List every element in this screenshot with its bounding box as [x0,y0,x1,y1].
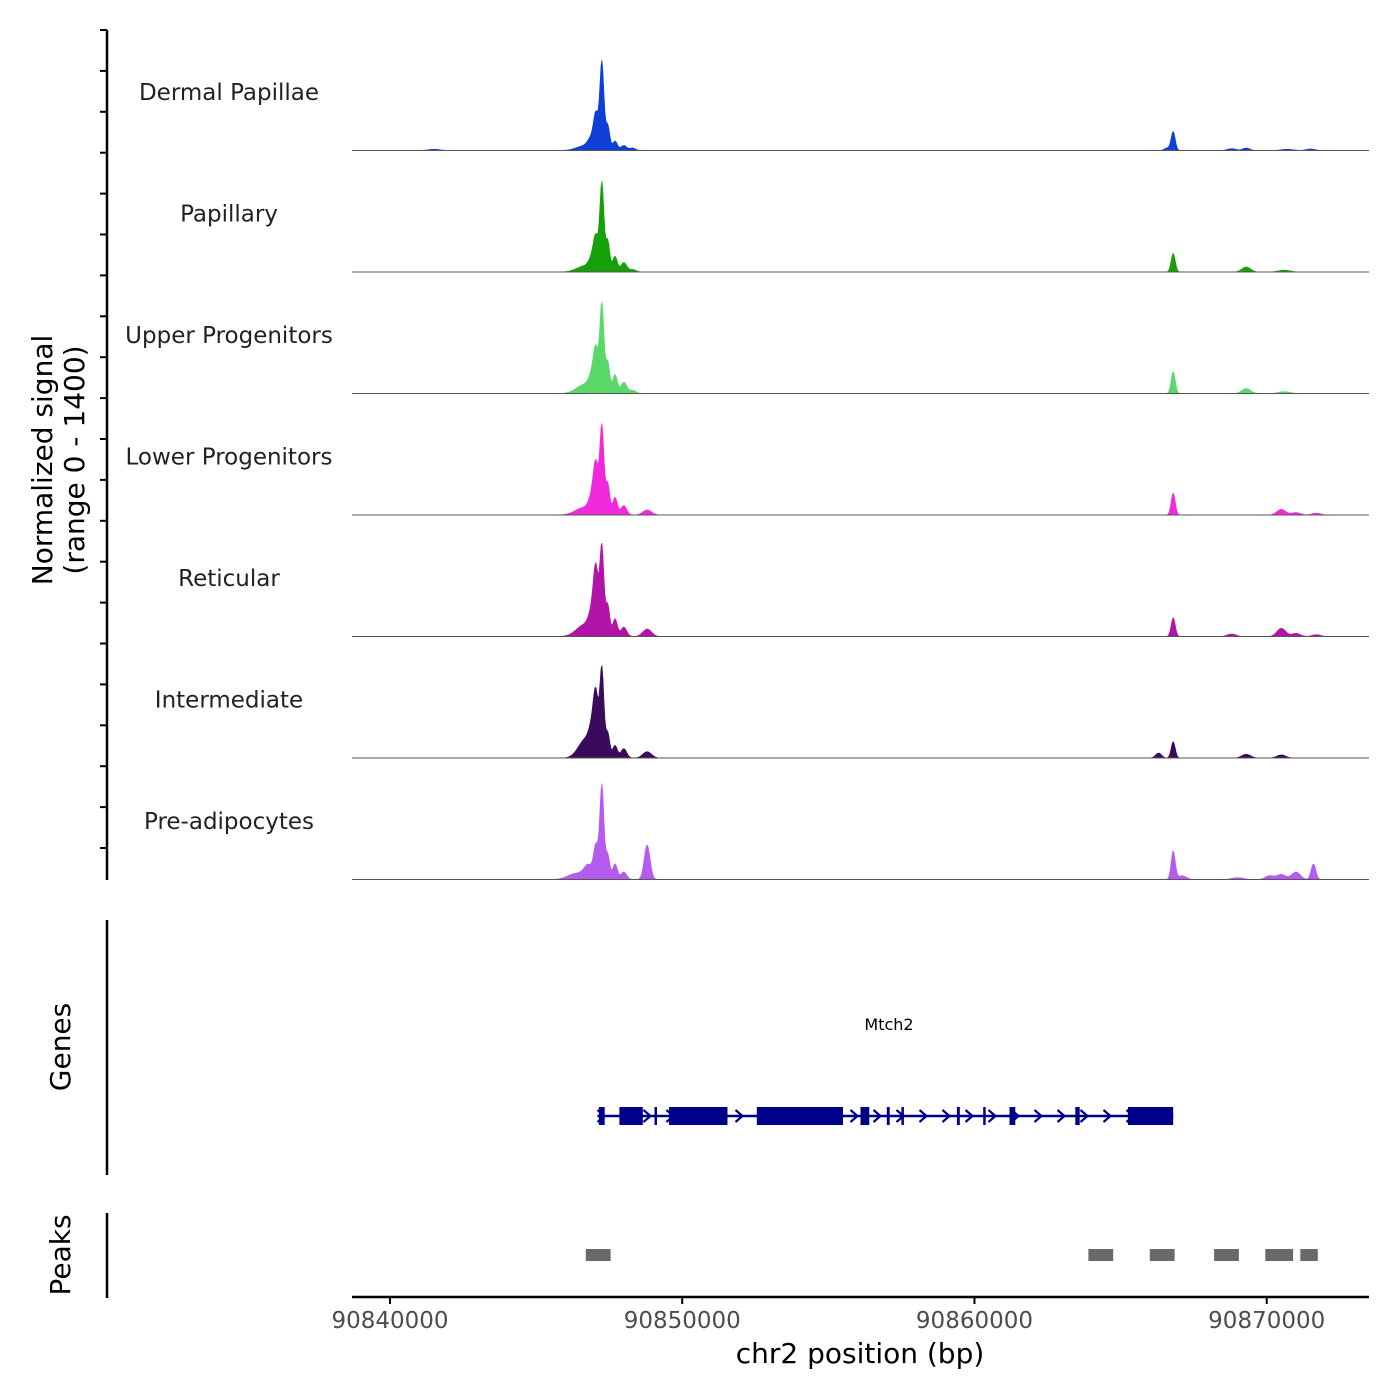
coverage-area [352,542,1369,637]
coverage-tracks: Dermal Papillae Papillary Upper Progenitor… [125,59,1369,880]
strand-arrow [964,1109,975,1123]
peaks-panel-title: Peaks [44,1214,77,1295]
peak-region [585,1249,611,1261]
strand-arrow [1102,1109,1113,1123]
gene-model-mtch2 [596,1107,1174,1125]
gene-exon [654,1107,657,1125]
genes-panel: Genes Mtch2 [44,920,1174,1175]
strand-arrow [734,1109,745,1123]
gene-exon [756,1107,843,1125]
strand-arrow [987,1109,998,1123]
coverage-area [352,301,1369,394]
track-0: Dermal Papillae [139,59,1369,151]
strand-arrow [918,1109,929,1123]
gene-exon [1127,1107,1174,1125]
gene-exon [598,1107,605,1125]
track-label: Dermal Papillae [139,80,319,106]
x-tick-label: 90840000 [331,1308,448,1334]
strand-arrow [941,1109,952,1123]
gene-exon [860,1107,870,1125]
coverage-area [352,665,1369,759]
genes-panel-title: Genes [44,1003,77,1091]
track-1: Papillary [180,180,1369,273]
gene-exon [956,1107,960,1125]
strand-arrow [642,1109,653,1123]
track-label: Upper Progenitors [125,323,333,349]
peak-region [1149,1249,1175,1261]
gene-exon [886,1107,890,1125]
peaks-panel: Peaks [44,1213,1318,1298]
track-6: Pre-adipocytes [144,783,1369,880]
gene-exon [1009,1107,1016,1125]
peak-region [1088,1249,1114,1261]
gene-exon [669,1107,728,1125]
x-axis: 90840000 90850000 90860000 90870000 chr2 po… [331,1295,1369,1370]
x-axis-ticks: 90840000 90850000 90860000 90870000 [331,1297,1325,1334]
coverage-area [352,59,1369,151]
strand-arrow [1033,1109,1044,1123]
x-tick-label: 90860000 [916,1308,1033,1334]
gene-exon [1075,1107,1080,1125]
track-label: Intermediate [155,688,303,714]
gene-label-mtch2: Mtch2 [864,1015,913,1034]
x-tick-label: 90870000 [1208,1308,1325,1334]
peak-region [1265,1249,1294,1261]
coverage-y-ticks [100,29,107,849]
strand-arrow [872,1109,883,1123]
x-axis-title: chr2 position (bp) [736,1337,985,1370]
strand-arrow [849,1109,860,1123]
track-4: Reticular [178,542,1369,637]
peak-region [1300,1249,1318,1261]
strand-arrow [1056,1109,1067,1123]
track-label: Pre-adipocytes [144,809,314,835]
track-label: Lower Progenitors [126,445,333,471]
track-label: Papillary [180,202,278,228]
peak-region [1214,1249,1239,1261]
strand-arrow [1079,1109,1090,1123]
track-2: Upper Progenitors [125,301,1369,394]
coverage-area [352,423,1369,516]
track-3: Lower Progenitors [126,423,1369,516]
gene-exon [901,1107,904,1125]
coverage-y-axis-subtitle: (range 0 - 1400) [58,345,91,574]
track-5: Intermediate [155,665,1369,759]
track-label: Reticular [178,566,280,592]
x-tick-label: 90850000 [624,1308,741,1334]
gene-exon [619,1107,643,1125]
coverage-panel: Normalized signal (range 0 - 1400) Derma… [26,29,1369,880]
gene-exon [983,1107,986,1125]
coverage-area [352,180,1369,273]
coverage-y-axis-title: Normalized signal [26,335,59,586]
peak-regions [585,1249,1318,1261]
coverage-area [352,783,1369,880]
